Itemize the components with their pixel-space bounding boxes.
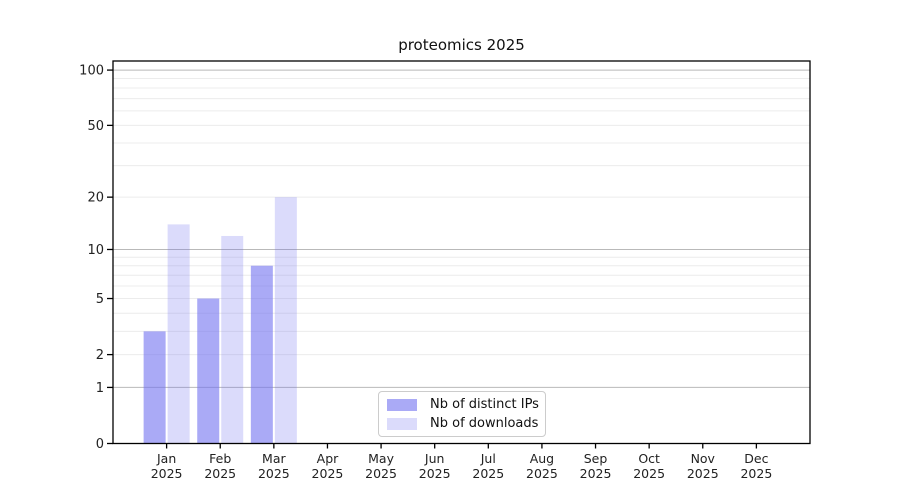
x-tick-label-year: 2025 [740, 466, 772, 481]
x-tick-label-month: Nov [691, 451, 716, 466]
x-tick-label-year: 2025 [312, 466, 344, 481]
y-tick-label: 10 [87, 243, 104, 258]
y-tick-label: 5 [96, 292, 104, 307]
legend-label-distinct-ips: Nb of distinct IPs [430, 397, 539, 412]
x-tick-label-year: 2025 [365, 466, 397, 481]
bar-distinct-ips [250, 265, 273, 444]
x-tick-label-month: Aug [530, 451, 554, 466]
x-tick-label-month: Sep [584, 451, 608, 466]
x-tick-label-year: 2025 [151, 466, 183, 481]
x-tick-label-year: 2025 [687, 466, 719, 481]
bar-downloads [221, 235, 244, 444]
x-tick-label-month: Jan [156, 451, 176, 466]
y-tick-label: 20 [87, 191, 104, 206]
legend: Nb of distinct IPs Nb of downloads [378, 391, 546, 437]
y-tick-label: 2 [96, 348, 104, 363]
x-tick-label-year: 2025 [580, 466, 612, 481]
x-tick-label-month: Mar [262, 451, 286, 466]
bar-distinct-ips [143, 331, 166, 444]
y-tick-label: 0 [96, 437, 104, 452]
x-tick-label-month: Dec [744, 451, 768, 466]
x-tick-label-year: 2025 [204, 466, 236, 481]
x-tick-label-month: Apr [317, 451, 339, 466]
bar-downloads [274, 197, 297, 444]
plot-border [112, 60, 811, 445]
y-tick-label: 1 [96, 381, 104, 396]
legend-item-distinct-ips: Nb of distinct IPs [387, 397, 545, 412]
x-tick-label-month: Oct [638, 451, 660, 466]
y-tick-label: 100 [79, 64, 104, 79]
legend-item-downloads: Nb of downloads [387, 416, 545, 431]
bar-downloads [167, 224, 190, 444]
x-tick-label-year: 2025 [472, 466, 504, 481]
x-tick-label-month: Feb [209, 451, 231, 466]
legend-label-downloads: Nb of downloads [430, 416, 539, 431]
x-tick-label-year: 2025 [258, 466, 290, 481]
x-tick-label-year: 2025 [526, 466, 558, 481]
x-tick-label-year: 2025 [419, 466, 451, 481]
x-tick-label-month: May [368, 451, 394, 466]
x-tick-label-month: Jun [424, 451, 445, 466]
x-tick-label-year: 2025 [633, 466, 665, 481]
legend-swatch-downloads [387, 417, 417, 430]
y-tick-label: 50 [87, 119, 104, 134]
bar-distinct-ips [197, 298, 220, 444]
legend-swatch-distinct-ips [387, 398, 417, 411]
chart-title: proteomics 2025 [398, 36, 525, 54]
x-tick-label-month: Jul [480, 451, 496, 466]
